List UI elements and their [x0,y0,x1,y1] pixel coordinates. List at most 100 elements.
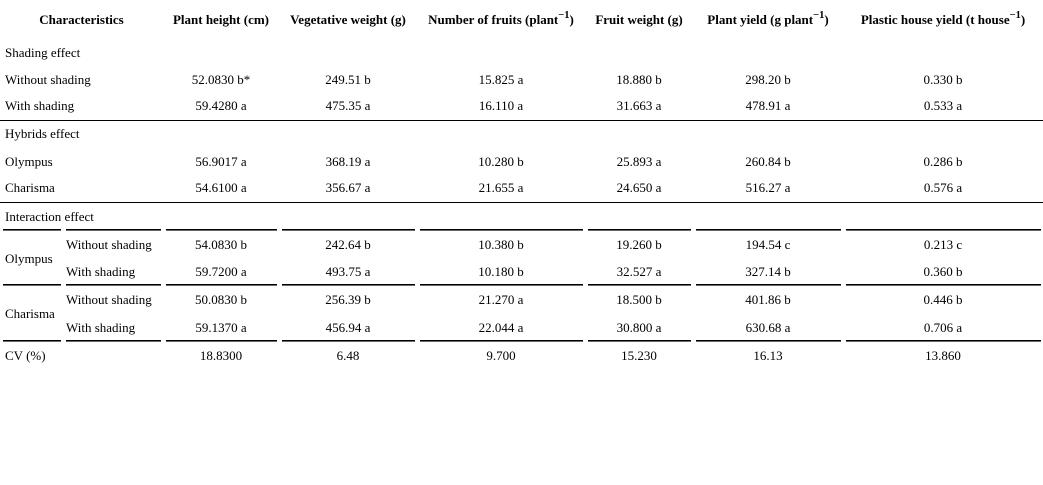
data-cell: 0.330 b [923,71,963,87]
header-text: ) [824,12,829,27]
section-title-hybrids-effect: Hybrids effect [5,126,80,142]
data-cell: 15.230 [621,347,657,363]
row-label-olympus: Olympus [5,153,53,169]
data-cell: 10.280 b [478,153,524,169]
empty-cell [279,202,417,231]
data-cell: 31.663 a [585,93,693,121]
data-cell: 10.380 b [478,236,524,252]
header-text: Number of fruits (plant [428,12,559,27]
header-text: ) [569,12,574,27]
data-cell: 6.48 [336,347,360,363]
empty-cell [63,202,163,231]
header-text: Plant height (cm) [172,12,270,27]
section-title-text: Interaction effect [5,208,94,224]
data-cell: 0.533 a [843,93,1043,121]
data-cell: 54.6100 a [163,175,279,203]
data-cell: 516.27 a [693,175,843,203]
data-cell: 0.446 b [923,292,963,307]
row-label-without-shading: Without shading [66,236,152,252]
row-label-charisma: Charisma [0,175,163,203]
data-cell: 10.180 b [417,258,585,286]
data-cell: 18.880 b [616,71,662,87]
data-cell: 368.19 a [325,153,371,169]
table-row-charisma: Charisma 54.6100 a 356.67 a 21.655 a 24.… [0,175,1043,203]
data-cell: 0.286 b [923,153,963,169]
data-cell: 24.650 a [585,175,693,203]
data-cell: 298.20 b [745,71,791,87]
data-cell: 25.893 a [616,153,662,169]
data-cell: 59.1370 a [163,314,279,342]
hybrid-label-olympus: Olympus [0,231,63,286]
data-cell: 54.0830 b [195,236,247,252]
table-row-with-shading: With shading 59.4280 a 475.35 a 16.110 a… [0,93,1043,121]
data-cell: 9.700 [486,347,516,363]
data-cell: 493.75 a [279,258,417,286]
data-cell: 327.14 b [693,258,843,286]
header-text: Characteristics [39,12,124,27]
header-text: Plant yield (g plant [707,12,814,27]
table-header-row: Characteristics Plant height (cm) Vegeta… [0,0,1043,40]
header-text: ) [1020,12,1026,27]
data-cell: 21.655 a [417,175,585,203]
row-label-without-shading: Without shading [5,71,91,87]
col-header-plant-height: Plant height (cm) [163,0,279,40]
header-superscript: −1 [813,9,825,21]
data-cell: 22.044 a [417,314,585,342]
empty-cell [843,202,1043,231]
data-cell: 15.825 a [478,71,524,87]
data-cell: 0.213 c [923,236,963,252]
row-label-without-shading: Without shading [66,292,152,307]
section-title-row-interaction-effect: Interaction effect [0,202,1043,231]
data-cell: 30.800 a [585,314,693,342]
data-cell: 18.500 b [616,292,662,307]
data-cell: 32.527 a [585,258,693,286]
col-header-characteristics: Characteristics [0,0,163,40]
table-row-olympus-without-shading: Olympus Without shading 54.0830 b 242.64… [0,231,1043,286]
col-header-fruit-weight: Fruit weight (g) [585,0,693,40]
data-cell: 242.64 b [325,236,371,252]
col-header-number-of-fruits: Number of fruits (plant−1) [417,0,585,40]
data-cell: 19.260 b [616,236,662,252]
data-cell: 401.86 b [745,292,791,307]
hybrid-label-charisma: Charisma [0,286,63,342]
header-text: Vegetative weight (g) [290,12,406,27]
data-cell: 52.0830 b* [191,71,251,87]
header-text: Fruit weight (g) [595,12,683,27]
data-cell: 13.860 [925,347,961,363]
col-header-plastic-house-yield: Plastic house yield (t house−1) [843,0,1043,40]
header-superscript: −1 [558,9,570,21]
table-row-cv: CV (%) 18.8300 6.48 9.700 15.230 16.13 1… [0,342,1043,369]
table-row-olympus-with-shading: With shading 59.7200 a 493.75 a 10.180 b… [0,258,1043,286]
data-cell: 59.4280 a [163,93,279,121]
data-cell: 16.110 a [417,93,585,121]
empty-cell [163,202,279,231]
data-cell: 16.13 [753,347,783,363]
header-text: Plastic house yield (t house [860,12,1010,27]
section-title-shading-effect: Shading effect [5,45,81,60]
data-cell: 256.39 b [325,292,371,307]
table-row-without-shading: Without shading 52.0830 b* 249.51 b 15.8… [0,66,1043,93]
data-cell: 0.706 a [843,314,1043,342]
characteristics-table: Characteristics Plant height (cm) Vegeta… [0,0,1043,369]
data-cell: 356.67 a [279,175,417,203]
data-cell: 0.576 a [843,175,1043,203]
row-label-with-shading: With shading [63,258,163,286]
data-cell: 630.68 a [693,314,843,342]
empty-cell [417,202,585,231]
data-cell: 478.91 a [693,93,843,121]
row-label-with-shading: With shading [63,314,163,342]
section-title-row-shading-effect: Shading effect [0,40,1043,66]
data-cell: 50.0830 b [195,292,247,307]
data-cell: 56.9017 a [195,153,247,169]
data-cell: 456.94 a [279,314,417,342]
row-label-with-shading: With shading [0,93,163,121]
data-cell: 249.51 b [325,71,371,87]
data-cell: 21.270 a [478,292,524,307]
section-title-row-hybrids-effect: Hybrids effect [0,120,1043,148]
row-label-cv: CV (%) [5,347,46,363]
table-row-charisma-without-shading: Charisma Without shading 50.0830 b 256.3… [0,286,1043,342]
col-header-vegetative-weight: Vegetative weight (g) [279,0,417,40]
col-header-plant-yield: Plant yield (g plant−1) [693,0,843,40]
data-cell: 475.35 a [279,93,417,121]
